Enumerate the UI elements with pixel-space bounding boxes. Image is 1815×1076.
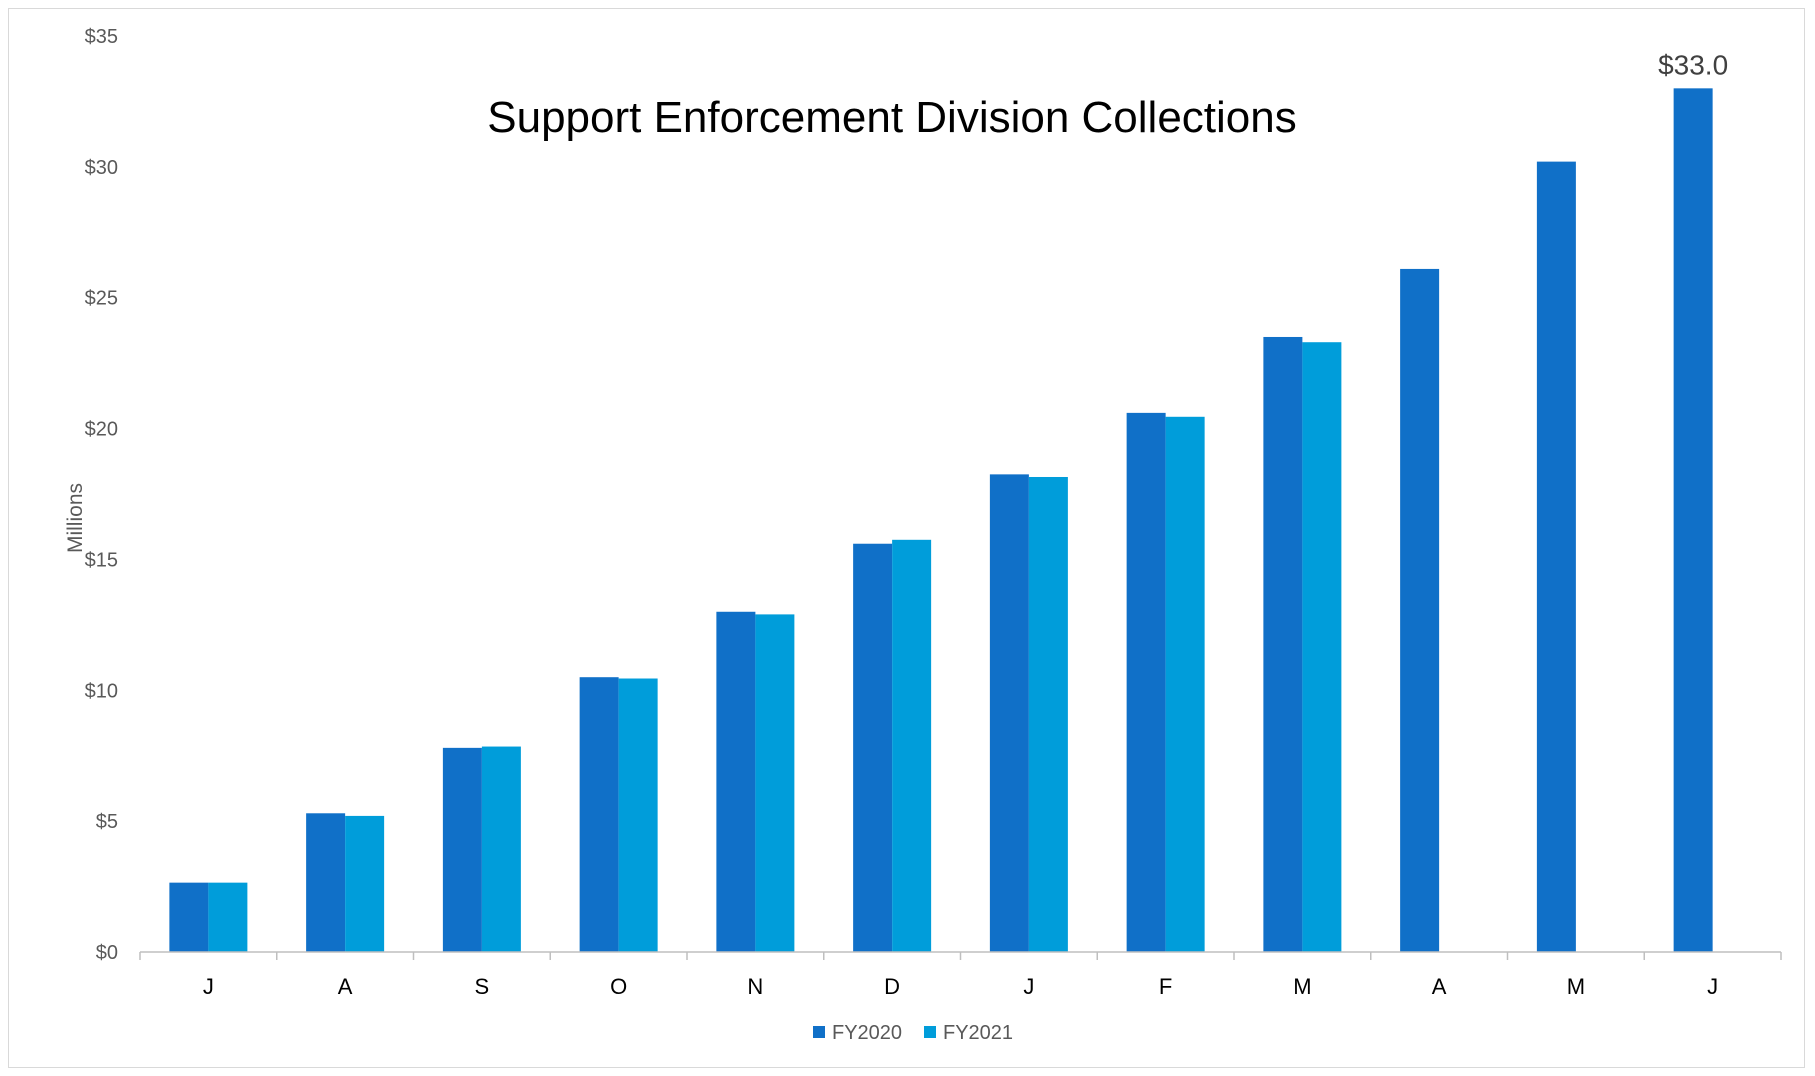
x-category-label: J — [1023, 974, 1034, 999]
x-category-label: J — [1707, 974, 1718, 999]
y-tick-label: $5 — [96, 811, 118, 833]
x-category-label: F — [1159, 974, 1172, 999]
bar-fy2021-1 — [208, 882, 248, 952]
bar-fy2020-11 — [1536, 161, 1576, 952]
x-category-label: D — [884, 974, 900, 999]
y-tick-label: $25 — [85, 288, 118, 310]
y-tick-label: $15 — [85, 549, 118, 571]
bar-fy2021-7 — [1028, 476, 1068, 952]
x-axis-ticks — [139, 952, 1782, 960]
bar-fy2020-6 — [853, 543, 893, 952]
y-tick-label: $20 — [85, 419, 118, 441]
bar-fy2020-8 — [1126, 412, 1166, 952]
bar-fy2021-6 — [892, 539, 932, 952]
bar-fy2020-2 — [306, 813, 346, 952]
legend-label-fy2020: FY2020 — [832, 1022, 902, 1044]
bar-fy2021-8 — [1165, 416, 1205, 952]
bar-fy2021-5 — [755, 614, 795, 952]
data-label: $33.0 — [1658, 49, 1728, 80]
x-category-label: A — [1432, 974, 1447, 999]
bar-fy2020-5 — [716, 611, 756, 952]
bar-fy2020-7 — [989, 474, 1029, 952]
legend-swatch-fy2021 — [924, 1026, 936, 1038]
bars — [169, 88, 1713, 953]
bar-fy2021-4 — [618, 678, 658, 952]
bar-fy2020-1 — [169, 882, 209, 952]
legend: FY2020 FY2021 — [813, 1022, 1013, 1044]
x-category-label: A — [338, 974, 353, 999]
legend-swatch-fy2020 — [813, 1026, 825, 1038]
y-tick-label: $30 — [85, 157, 118, 179]
x-category-label: O — [610, 974, 627, 999]
bar-fy2020-12 — [1673, 88, 1713, 953]
legend-label-fy2021: FY2021 — [943, 1022, 1013, 1044]
bar-fy2020-4 — [579, 677, 619, 952]
data-labels: $33.0 — [1658, 49, 1728, 80]
x-category-label: M — [1567, 974, 1585, 999]
y-tick-label: $35 — [85, 26, 118, 48]
x-category-label: M — [1293, 974, 1311, 999]
bar-fy2021-9 — [1302, 342, 1342, 953]
bar-fy2021-2 — [345, 815, 385, 952]
y-axis-title: Millions — [64, 483, 87, 553]
bar-fy2021-3 — [481, 746, 521, 952]
y-tick-label: $0 — [96, 942, 118, 964]
x-category-label: J — [203, 974, 214, 999]
bar-fy2020-10 — [1400, 268, 1440, 952]
chart-title: Support Enforcement Division Collections — [487, 93, 1297, 142]
y-axis-ticks: $0 $5 $10 $15 $20 $25 $30 $35 — [85, 26, 118, 964]
y-tick-label: $10 — [85, 680, 118, 702]
bar-fy2020-9 — [1263, 336, 1303, 953]
x-category-label: N — [747, 974, 763, 999]
bar-fy2020-3 — [442, 747, 482, 952]
x-category-label: S — [475, 974, 490, 999]
